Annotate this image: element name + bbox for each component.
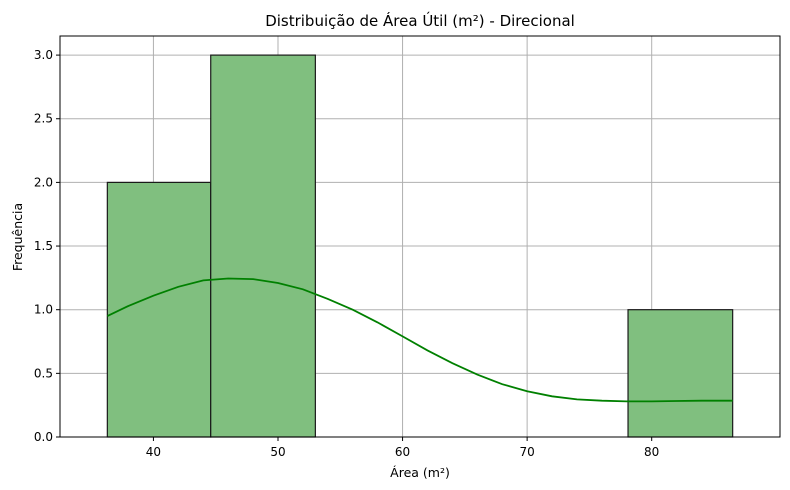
y-tick-label: 1.0 xyxy=(34,303,53,317)
kde-curve xyxy=(106,277,733,403)
x-tick-label: 40 xyxy=(146,445,161,459)
histogram-bar xyxy=(210,54,316,438)
x-tick-label: 60 xyxy=(395,445,410,459)
y-axis-ticks: 0.0 0.5 1.0 1.5 2.0 2.5 3.0 xyxy=(34,48,60,444)
y-tick-label: 0.5 xyxy=(34,366,53,380)
x-tick-label: 50 xyxy=(270,445,285,459)
plot-frame xyxy=(59,35,781,438)
y-tick-label: 3.0 xyxy=(34,48,53,62)
y-tick-label: 2.5 xyxy=(34,112,53,126)
histogram-bars xyxy=(106,54,734,438)
y-tick-label: 2.0 xyxy=(34,175,53,189)
y-axis-label: Frequência xyxy=(10,203,25,271)
histogram-bar xyxy=(106,181,212,438)
histogram-bar xyxy=(627,309,734,438)
x-tick-label: 80 xyxy=(644,445,659,459)
y-tick-label: 0.0 xyxy=(34,430,53,444)
chart-title: Distribuição de Área Útil (m²) - Direcio… xyxy=(265,11,575,30)
y-tick-label: 1.5 xyxy=(34,239,53,253)
x-axis-ticks: 40 50 60 70 80 xyxy=(146,437,659,459)
x-axis-label: Área (m²) xyxy=(390,465,450,480)
x-tick-label: 70 xyxy=(519,445,534,459)
